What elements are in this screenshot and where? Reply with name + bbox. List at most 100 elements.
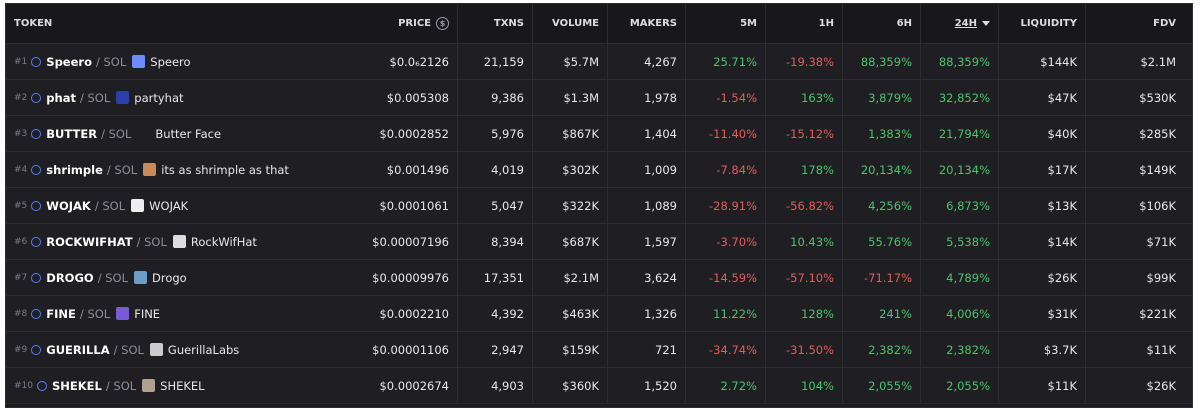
m5-cell: -7.84% — [686, 152, 766, 187]
token-cell: #4 shrimple / SOL its as shrimple as that — [6, 152, 351, 187]
dex-icon — [31, 308, 42, 319]
h1-cell: -57.10% — [766, 260, 843, 295]
h1-value: 178% — [801, 162, 834, 177]
h24-cell: 5,538% — [921, 224, 999, 259]
volume-value: $687K — [562, 234, 599, 249]
token-row[interactable]: #7 DROGO / SOL Drogo $0.00009976 17,351 $2.1M 3… — [6, 260, 1192, 296]
token-cell: #3 BUTTER / SOL Butter Face — [6, 116, 351, 151]
chain-label: SOL — [108, 126, 132, 141]
token-row[interactable]: #2 phat / SOL partyhat $0.005308 9,386 $1.3M 1,… — [6, 80, 1192, 116]
liquidity-cell: $31K — [999, 296, 1086, 331]
liquidity-cell: $26K — [999, 260, 1086, 295]
token-row[interactable]: #10 SHEKEL / SOL SHEKEL $0.0002674 4,903 $360K… — [6, 368, 1192, 404]
rank: #6 — [14, 236, 28, 247]
token-name: RockWifHat — [190, 234, 257, 249]
m5-value: -14.59% — [709, 270, 757, 285]
price-cell: $0.00009976 — [351, 260, 458, 295]
token-name: its as shrimple as that — [161, 162, 289, 177]
token-name: partyhat — [134, 90, 184, 105]
h1-cell: 178% — [766, 152, 843, 187]
fdv-value: $71K — [1146, 234, 1177, 249]
token-cell: #7 DROGO / SOL Drogo — [6, 260, 351, 295]
liquidity-cell: $47K — [999, 80, 1086, 115]
txns-value: 9,386 — [491, 90, 524, 105]
column-header[interactable]: MAKERS — [608, 4, 686, 43]
token-row[interactable]: #6 ROCKWIFHAT / SOL RockWifHat $0.00007196 8,… — [6, 224, 1192, 260]
column-header[interactable]: VOLUME — [533, 4, 608, 43]
h6-value: 88,359% — [860, 54, 912, 69]
token-row[interactable]: #8 FINE / SOL FINE $0.0002210 4,392 $463K 1,326… — [6, 296, 1192, 332]
makers-value: 1,520 — [644, 378, 677, 393]
volume-value: $2.1M — [563, 270, 599, 285]
txns-cell: 5,976 — [458, 116, 533, 151]
txns-cell: 5,047 — [458, 188, 533, 223]
column-header[interactable]: 6H — [843, 4, 921, 43]
h1-cell: 10.43% — [766, 224, 843, 259]
token-avatar — [172, 235, 186, 248]
volume-value: $322K — [562, 198, 599, 213]
h6-cell: -71.17% — [843, 260, 921, 295]
column-header[interactable]: 1H — [766, 4, 843, 43]
column-header[interactable]: TOKEN — [6, 4, 351, 43]
currency-icon[interactable]: $ — [436, 17, 449, 30]
h24-value: 6,873% — [946, 198, 990, 213]
price-value: $0.00001106 — [372, 342, 449, 357]
token-cell: #9 GUERILLA / SOL GuerillaLabs — [6, 332, 351, 367]
token-symbol: Speero — [46, 54, 92, 69]
token-table: TOKEN PRICE $ TXNS VOLUME MAKERS 5M 1H 6H 24H LIQU… — [5, 3, 1193, 408]
token-cell: #8 FINE / SOL FINE — [6, 296, 351, 331]
h6-cell: 20,134% — [843, 152, 921, 187]
token-row[interactable]: #3 BUTTER / SOL Butter Face $0.0002852 5,976 $… — [6, 116, 1192, 152]
liquidity-value: $31K — [1047, 306, 1078, 321]
chain-name: / SOL — [95, 54, 127, 69]
column-header[interactable]: PRICE $ — [351, 4, 458, 43]
token-symbol: shrimple — [46, 162, 103, 177]
token-row[interactable]: #9 GUERILLA / SOL GuerillaLabs $0.00001106 2,… — [6, 332, 1192, 368]
dex-icon — [31, 128, 42, 139]
token-row[interactable]: #1 Speero / SOL Speero $0.0₆2126 21,159 $5.7M 4… — [6, 44, 1192, 80]
makers-cell: 3,624 — [608, 260, 686, 295]
token-row[interactable]: #4 shrimple / SOL its as shrimple as that $0… — [6, 152, 1192, 188]
volume-value: $159K — [562, 342, 599, 357]
h6-value: -71.17% — [864, 270, 912, 285]
token-name: WOJAK — [149, 198, 189, 213]
h24-value: 32,852% — [938, 90, 990, 105]
dex-icon — [31, 236, 42, 247]
makers-value: 1,009 — [644, 162, 677, 177]
makers-cell: 1,009 — [608, 152, 686, 187]
column-header[interactable]: 24H — [921, 4, 999, 43]
h1-value: 104% — [801, 378, 834, 393]
column-header[interactable]: LIQUIDITY — [999, 4, 1086, 43]
chain-name: / SOL — [106, 162, 138, 177]
token-row[interactable]: #5 WOJAK / SOL WOJAK $0.0001061 5,047 $322K 1,0… — [6, 188, 1192, 224]
column-title: 6H — [896, 18, 912, 29]
chain-label: SOL — [144, 234, 167, 249]
h1-value: -31.50% — [786, 342, 834, 357]
volume-value: $463K — [562, 306, 599, 321]
chain-label: SOL — [103, 54, 127, 69]
token-symbol: SHEKEL — [52, 378, 102, 393]
price-cell: $0.0002210 — [351, 296, 458, 331]
column-header[interactable]: TXNS — [458, 4, 533, 43]
txns-value: 8,394 — [491, 234, 524, 249]
h6-cell: 88,359% — [843, 44, 921, 79]
volume-cell: $5.7M — [533, 44, 608, 79]
h24-cell: 20,134% — [921, 152, 999, 187]
m5-value: 11.22% — [713, 306, 757, 321]
column-header[interactable]: FDV — [1086, 4, 1184, 43]
chain-name: / SOL — [136, 234, 167, 249]
fdv-value: $285K — [1139, 126, 1176, 141]
h1-cell: 163% — [766, 80, 843, 115]
makers-value: 721 — [655, 342, 677, 357]
token-avatar — [142, 379, 156, 392]
price-cell: $0.0001061 — [351, 188, 458, 223]
token-symbol: WOJAK — [46, 198, 91, 213]
m5-value: 2.72% — [720, 378, 757, 393]
token-name: Drogo — [151, 270, 187, 285]
liquidity-value: $26K — [1047, 270, 1078, 285]
fdv-value: $149K — [1139, 162, 1176, 177]
chain-name: / SOL — [101, 126, 132, 141]
chain-label: SOL — [114, 162, 138, 177]
column-header[interactable]: 5M — [686, 4, 766, 43]
liquidity-cell: $14K — [999, 224, 1086, 259]
